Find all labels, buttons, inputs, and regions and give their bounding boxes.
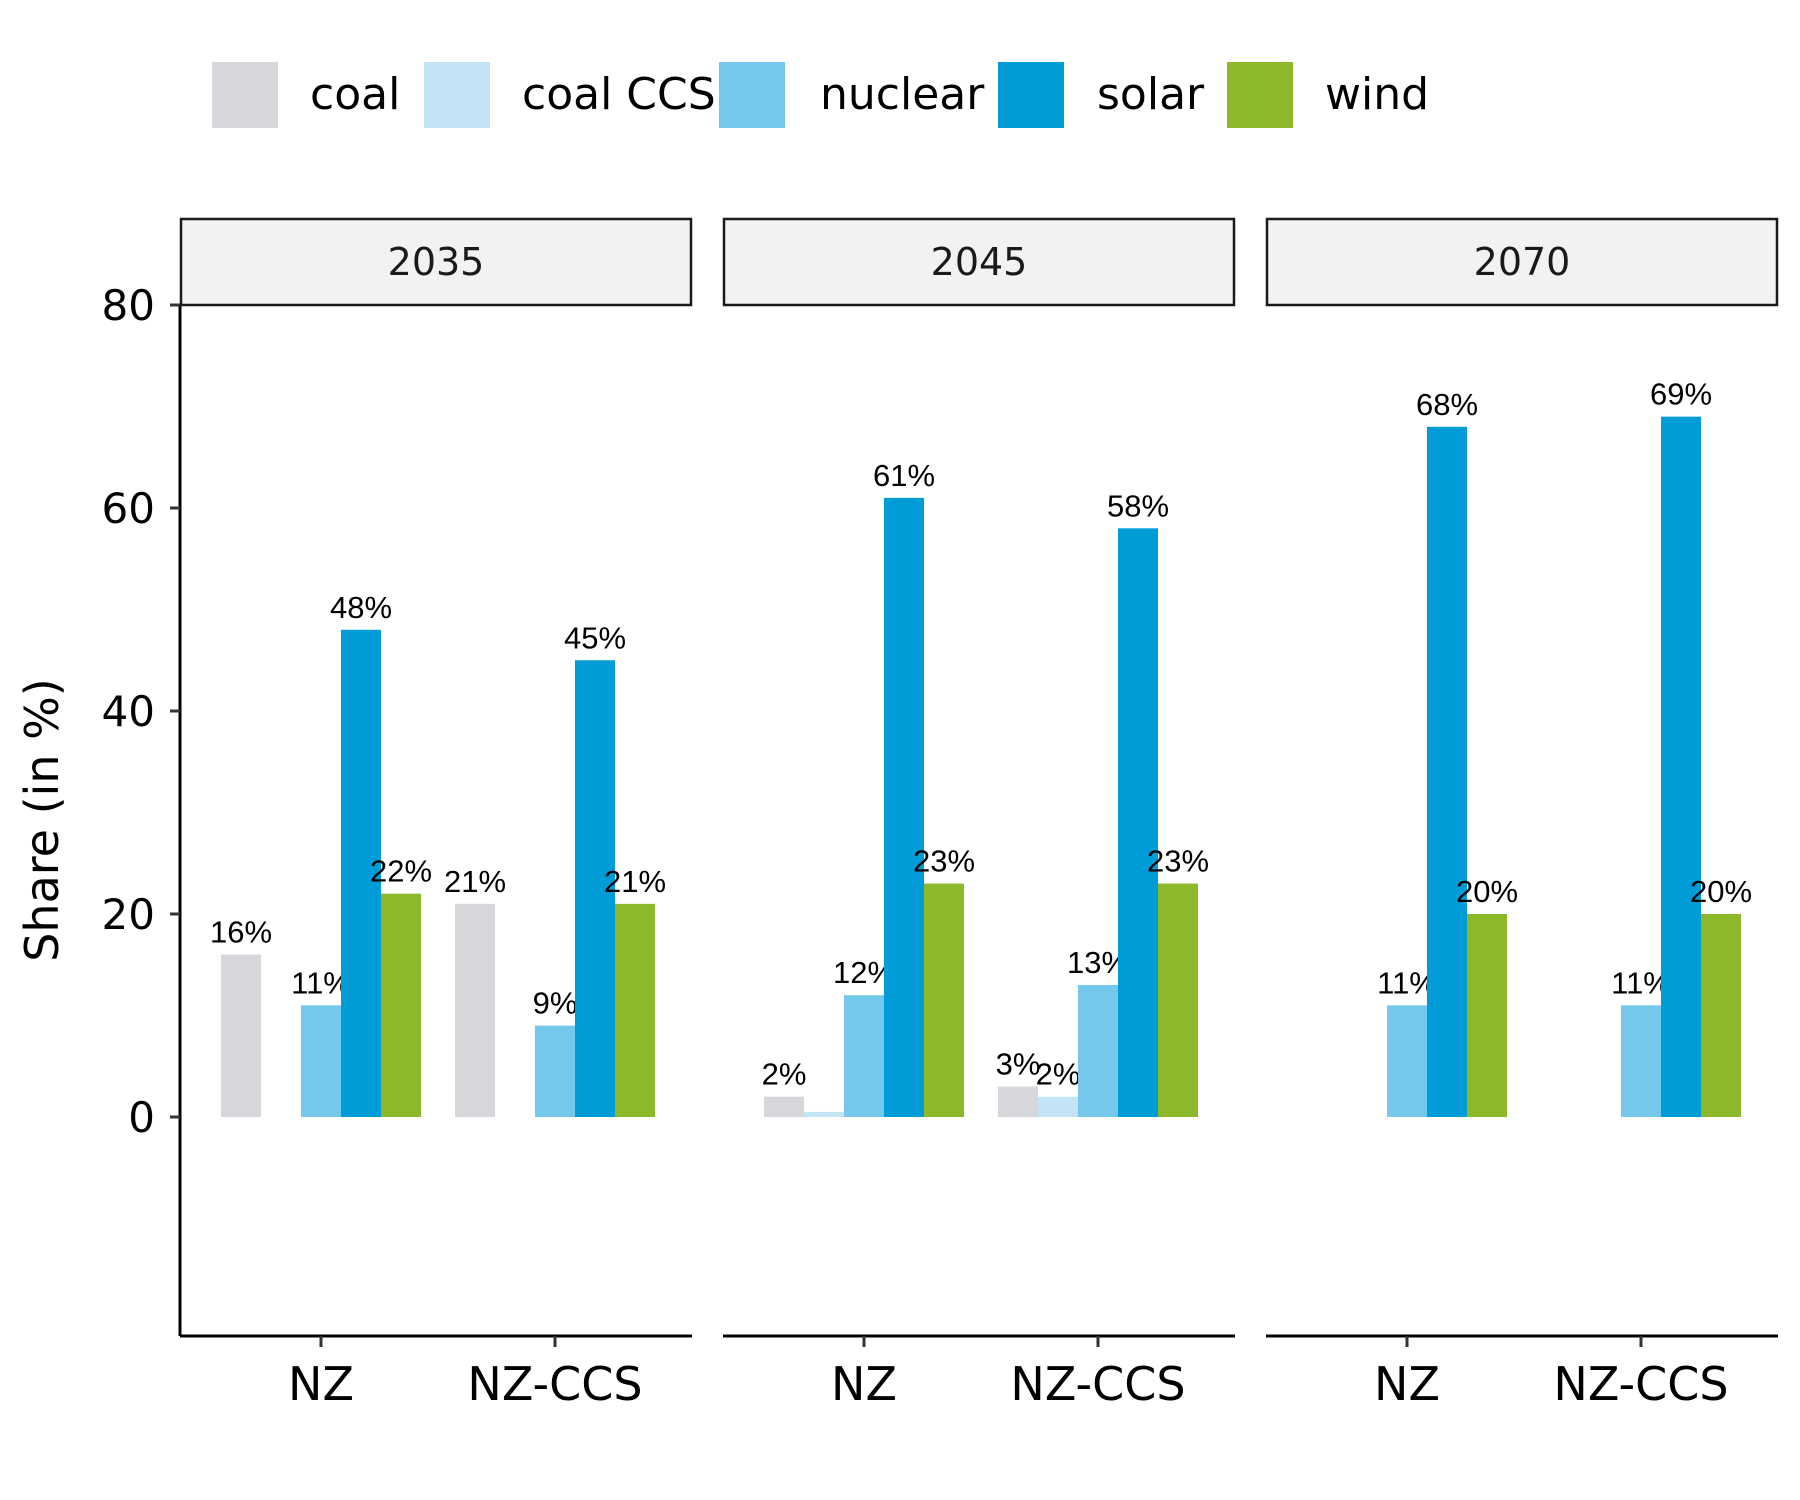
data-label-2035-nz-ccs-solar: 45% [564,620,626,655]
data-label-2070-nz-ccs-solar: 69% [1650,377,1712,412]
bar-2070-nz-solar [1427,426,1467,1117]
legend-swatch-solar [998,62,1064,128]
strip-2045 [722,217,1236,307]
data-label-2070-nz-nuclear: 11% [1377,965,1437,1000]
bar-2035-nz-ccs-wind [615,903,655,1117]
strip-label-2070: 2070 [1474,240,1571,284]
legend-swatch-wind [1227,62,1293,128]
data-label-2035-nz-solar: 48% [330,590,392,625]
strip-2070 [1265,217,1779,307]
bar-2070-nz-ccs-wind [1701,914,1741,1117]
bar-2070-nz-ccs-solar [1661,416,1701,1117]
data-label-2045-nz-ccs-coal: 3% [996,1047,1041,1082]
data-label-2035-nz-nuclear: 11% [291,965,351,1000]
y-axis: 0 20 40 60 80 [102,281,182,1336]
legend-label-solar: solar [1097,69,1205,120]
data-label-2045-nz-solar: 61% [873,458,935,493]
legend-swatch-nuclear [719,62,785,128]
data-label-2045-nz-ccs-wind: 23% [1147,844,1209,879]
data-label-2035-nz-ccs-coal: 21% [444,864,506,899]
bar-2045-nz-nuclear [844,995,884,1117]
data-label-2045-nz-ccs-coal-ccs: 2% [1036,1057,1081,1092]
legend-label-wind: wind [1325,69,1429,120]
bar-2045-nz-wind [924,883,964,1117]
bar-2045-nz-coal [764,1096,804,1117]
y-axis-label: Share (in %) [15,678,69,962]
panel-2070: 2070 NZ 11% 68% 20% NZ-CCS 11% 69% 20% [1265,217,1779,1411]
data-label-2045-nz-ccs-solar: 58% [1107,488,1169,523]
x-tick-label-2035-nz-ccs: NZ-CCS [467,1357,642,1411]
data-label-2070-nz-ccs-wind: 20% [1690,874,1752,909]
x-tick-label-2070-nz-ccs: NZ-CCS [1553,1357,1728,1411]
strip-label-2035: 2035 [388,240,485,284]
data-label-2035-nz-wind: 22% [370,854,432,889]
legend-label-coal: coal [310,69,400,120]
panel-2035: 2035 NZ 16% 11% 48% 22% NZ-CCS 21% 9% 45% 21% [179,217,693,1411]
bar-2070-nz-ccs-nuclear [1621,1005,1661,1117]
bar-2035-nz-ccs-coal [455,903,495,1117]
bar-2045-nz-ccs-coal-ccs [1038,1096,1078,1117]
y-tick-label-80: 80 [102,281,155,330]
bar-2035-nz-nuclear [301,1005,341,1117]
strip-2035 [179,217,693,307]
bar-2045-nz-ccs-wind [1158,883,1198,1117]
data-label-2070-nz-ccs-nuclear: 11% [1611,965,1671,1000]
bar-2045-nz-coal-ccs [804,1111,844,1117]
y-tick-label-60: 60 [102,484,155,533]
data-label-2045-nz-coal: 2% [762,1057,807,1092]
bar-2070-nz-nuclear [1387,1005,1427,1117]
legend: coal coal CCS nuclear solar wind [212,62,1429,128]
bar-2035-nz-ccs-solar [575,660,615,1117]
legend-swatch-coal [212,62,278,128]
strip-label-2045: 2045 [931,240,1028,284]
bar-2045-nz-solar [884,497,924,1118]
data-label-2070-nz-wind: 20% [1456,874,1518,909]
legend-swatch-coal-ccs [424,62,490,128]
x-tick-label-2045-nz-ccs: NZ-CCS [1010,1357,1185,1411]
y-tick-label-40: 40 [102,687,155,736]
facet-panels: 2035 NZ 16% 11% 48% 22% NZ-CCS 21% 9% 45% 21% 2045 N… [179,217,1779,1411]
bar-2035-nz-ccs-nuclear [535,1025,575,1117]
x-tick-label-2070-nz: NZ [1374,1357,1440,1411]
data-label-2045-nz-wind: 23% [913,844,975,879]
y-tick-label-0: 0 [128,1093,155,1142]
bar-2035-nz-wind [381,893,421,1117]
data-label-2035-nz-coal: 16% [210,915,272,950]
bar-2070-nz-wind [1467,914,1507,1117]
y-tick-label-20: 20 [102,890,155,939]
bar-2045-nz-ccs-nuclear [1078,985,1118,1117]
data-label-2070-nz-solar: 68% [1416,387,1478,422]
x-tick-label-2035-nz: NZ [288,1357,354,1411]
bar-2045-nz-ccs-coal [998,1086,1038,1117]
bar-2045-nz-ccs-solar [1118,528,1158,1117]
bar-2035-nz-solar [341,629,381,1117]
bar-2035-nz-coal [221,954,261,1117]
data-label-2035-nz-ccs-nuclear: 9% [533,986,578,1021]
data-label-2035-nz-ccs-wind: 21% [604,864,666,899]
legend-label-coal-ccs: coal CCS [522,69,716,120]
x-tick-label-2045-nz: NZ [831,1357,897,1411]
legend-label-nuclear: nuclear [820,69,985,120]
